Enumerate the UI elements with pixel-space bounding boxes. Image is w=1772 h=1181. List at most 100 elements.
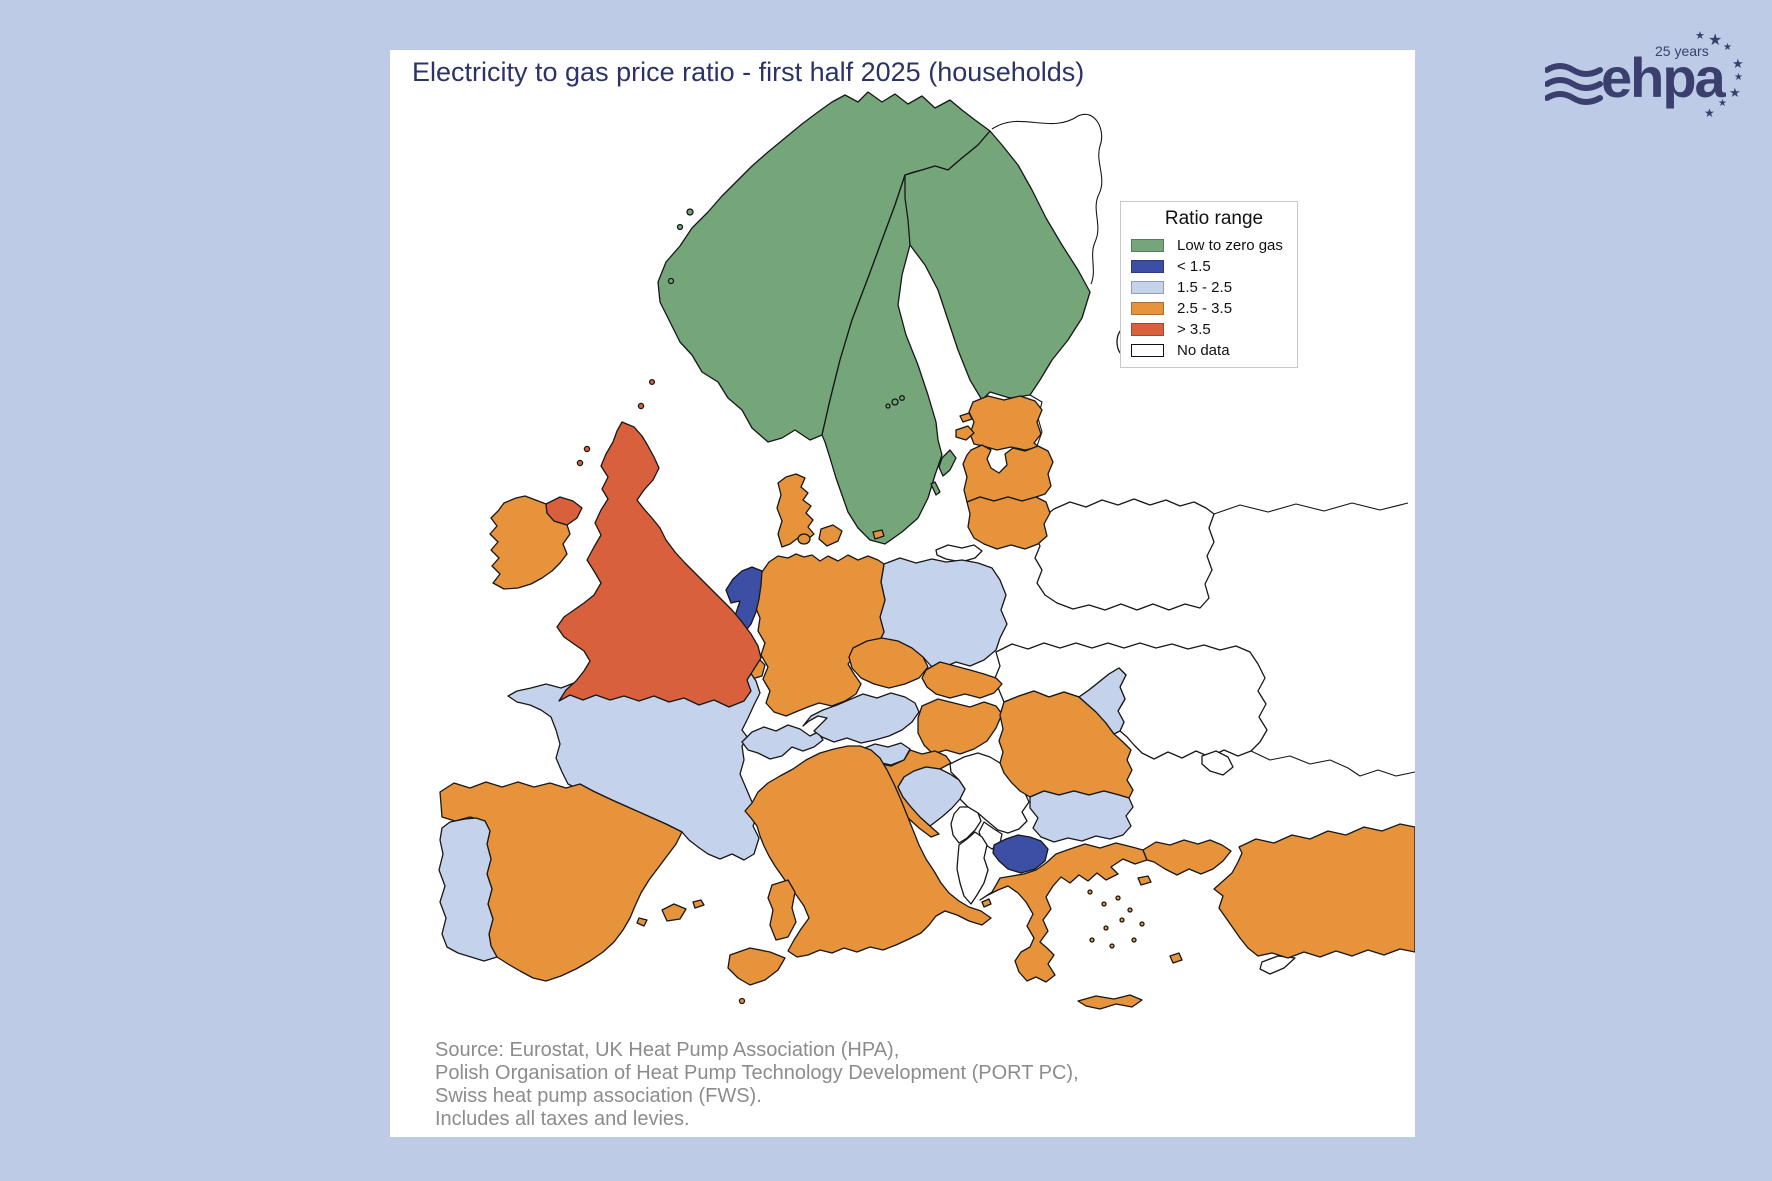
- orkney-island: [637, 402, 645, 410]
- legend-label: Low to zero gas: [1177, 237, 1283, 254]
- bornholm-island: [872, 529, 885, 540]
- country-montenegro: [950, 806, 982, 844]
- norway-coast-island: [667, 277, 675, 285]
- aegean-island: [1101, 901, 1107, 907]
- country-turkey: [1213, 823, 1415, 959]
- legend-swatch-nodata: [1131, 344, 1164, 357]
- legend-label: < 1.5: [1177, 258, 1211, 275]
- star-icon: ★: [1734, 72, 1743, 83]
- legend-label: No data: [1177, 342, 1230, 359]
- country-czechia: [848, 637, 929, 689]
- ehpa-waves-icon: [1545, 63, 1603, 105]
- black-sea-caucasus-coast: [1250, 750, 1415, 777]
- country-portugal: [438, 817, 498, 962]
- source-line: Includes all taxes and levies.: [435, 1108, 690, 1130]
- aegean-island: [1127, 907, 1133, 913]
- legend: Ratio range Low to zero gas < 1.5 1.5 - …: [1120, 201, 1298, 368]
- country-estonia: [968, 395, 1043, 451]
- hebrides-island: [583, 445, 591, 453]
- rhodes-island: [1169, 952, 1183, 964]
- lofoten-island: [676, 223, 684, 231]
- saaremaa-island: [955, 425, 975, 441]
- star-icon: ★: [1704, 106, 1715, 120]
- legend-swatch-red: [1131, 323, 1164, 336]
- legend-item: > 3.5: [1131, 319, 1297, 340]
- aegean-island: [1089, 937, 1095, 943]
- country-sweden: [821, 174, 943, 545]
- country-slovakia: [921, 661, 1003, 699]
- legend-item: No data: [1131, 340, 1297, 361]
- country-austria: [802, 692, 920, 744]
- page-title: Electricity to gas price ratio - first h…: [412, 57, 1085, 87]
- menorca-island: [692, 899, 705, 909]
- gotland-island: [938, 449, 957, 477]
- aegean-island: [1139, 921, 1145, 927]
- funen-island: [797, 533, 811, 545]
- map-panel: Electricity to gas price ratio - first h…: [390, 50, 1415, 1137]
- ehpa-wordmark: ehpa: [1601, 46, 1726, 109]
- legend-swatch-orange: [1131, 302, 1164, 315]
- legend-swatch-darkblue: [1131, 260, 1164, 273]
- legend-swatch-green: [1131, 239, 1164, 252]
- country-hungary: [917, 698, 1003, 755]
- star-icon: ★: [1729, 85, 1741, 100]
- source-line: Source: Eurostat, UK Heat Pump Associati…: [435, 1039, 900, 1061]
- hebrides-island: [576, 459, 584, 467]
- star-icon: ★: [1718, 98, 1727, 109]
- ehpa-25-years-label: 25 years: [1655, 43, 1709, 59]
- legend-item: 1.5 - 2.5: [1131, 277, 1297, 298]
- legend-label: 1.5 - 2.5: [1177, 279, 1233, 296]
- country-greece: [979, 842, 1148, 983]
- country-finland: [904, 130, 1091, 401]
- country-latvia: [962, 444, 1054, 503]
- country-moldova: [1078, 667, 1127, 735]
- region-northern-ireland: [545, 496, 583, 526]
- country-united-kingdom: [556, 421, 762, 708]
- source-note: Source: Eurostat, UK Heat Pump Associati…: [435, 1039, 1079, 1131]
- hiiumaa-island: [959, 412, 973, 423]
- oland-island: [930, 481, 941, 496]
- country-switzerland: [741, 724, 824, 760]
- russia-belarus-border: [1213, 502, 1409, 515]
- ehpa-logo: ehpa 25 years ★ ★ ★ ★ ★ ★ ★ ★: [1545, 25, 1755, 125]
- country-lithuania: [966, 496, 1051, 550]
- aland-island: [899, 395, 905, 401]
- aland-island: [885, 403, 891, 409]
- russia-barents-coastline: [991, 113, 1103, 285]
- legend-label: > 3.5: [1177, 321, 1211, 338]
- source-line: Swiss heat pump association (FWS).: [435, 1085, 762, 1107]
- legend-item: 2.5 - 3.5: [1131, 298, 1297, 319]
- aegean-island: [1115, 895, 1121, 901]
- aegean-island: [1103, 925, 1109, 931]
- aegean-island: [1087, 889, 1093, 895]
- ibiza-island: [636, 917, 648, 927]
- lofoten-island: [686, 208, 694, 216]
- lesbos-island: [1137, 875, 1152, 886]
- crete-island: [1077, 994, 1143, 1010]
- country-albania: [956, 831, 989, 905]
- country-cyprus: [1259, 955, 1296, 975]
- country-kaliningrad-russia: [935, 544, 983, 563]
- legend-item: < 1.5: [1131, 256, 1297, 277]
- zealand-island: [818, 524, 843, 547]
- shetland-island: [648, 378, 656, 386]
- aland-island: [891, 398, 899, 406]
- country-germany: [754, 553, 886, 717]
- aegean-island: [1109, 943, 1115, 949]
- country-ireland: [489, 495, 571, 590]
- aegean-island: [1119, 917, 1125, 923]
- legend-swatch-lightblue: [1131, 281, 1164, 294]
- country-bulgaria: [1029, 790, 1134, 843]
- country-turkey-thrace: [1142, 839, 1232, 876]
- crimea-peninsula: [1201, 750, 1234, 776]
- legend-label: 2.5 - 3.5: [1177, 300, 1233, 317]
- legend-title: Ratio range: [1164, 208, 1264, 229]
- star-icon: ★: [1708, 32, 1723, 49]
- majorca-island: [661, 903, 687, 922]
- malta-island: [738, 997, 746, 1005]
- sardinia-island: [767, 879, 797, 941]
- star-icon: ★: [1723, 42, 1732, 53]
- legend-item: Low to zero gas: [1131, 235, 1297, 256]
- aegean-island: [1131, 937, 1137, 943]
